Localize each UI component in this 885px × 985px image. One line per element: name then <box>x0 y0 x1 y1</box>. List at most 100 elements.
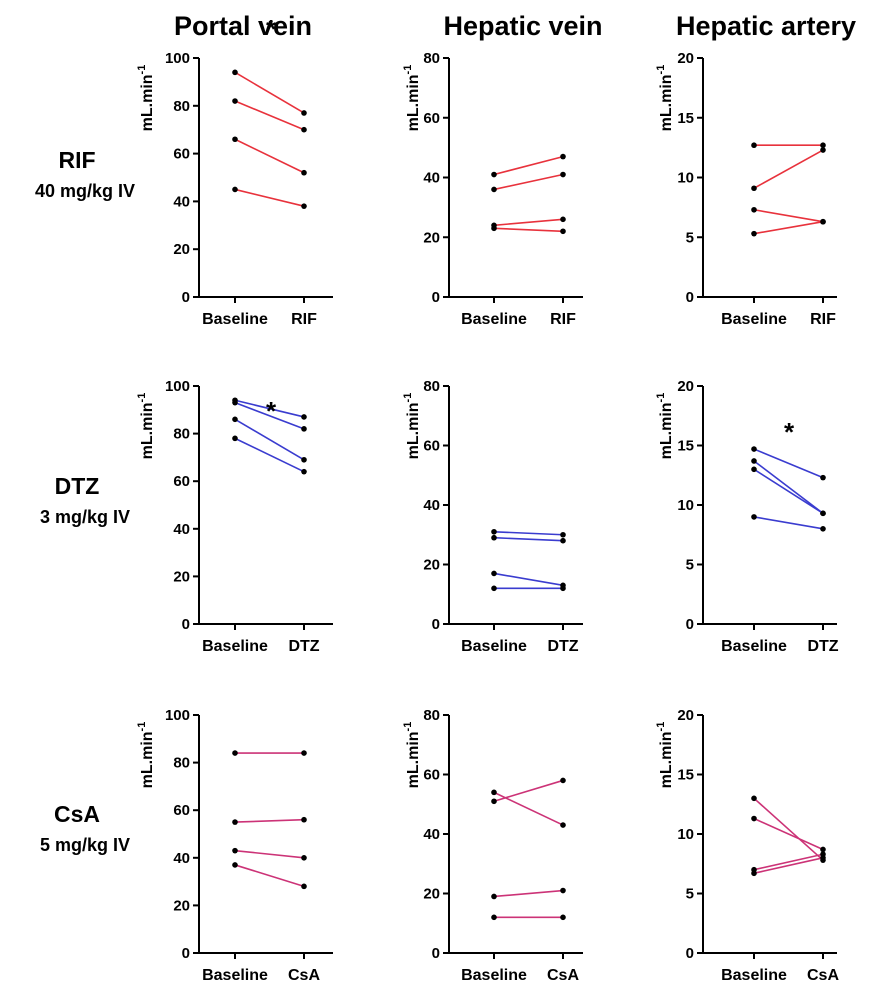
panel-dtz-2: 0 5 10 15 20 Baseline DTZ mL.min-1 * <box>655 378 839 655</box>
y-tick-label: 60 <box>173 802 190 819</box>
x-tick-label: RIF <box>291 311 317 328</box>
x-tick-label: DTZ <box>807 638 838 655</box>
data-point <box>232 186 238 193</box>
y-tick-label: 80 <box>423 378 440 395</box>
y-tick-label: 0 <box>182 945 190 962</box>
y-tick-label: 20 <box>423 886 440 903</box>
y-tick-label: 0 <box>182 289 190 306</box>
y-axis-label: mL.min-1 <box>655 722 675 789</box>
y-tick-label: 0 <box>182 616 190 633</box>
data-point <box>751 185 757 192</box>
y-tick-label: 5 <box>686 229 694 246</box>
y-tick-label: 20 <box>423 557 440 574</box>
y-tick-label: 40 <box>423 497 440 514</box>
series-line-3 <box>753 516 824 530</box>
data-point <box>560 777 566 784</box>
y-tick-label: 80 <box>423 50 440 67</box>
y-tick-label: 40 <box>423 170 440 187</box>
y-tick-label: 10 <box>677 497 694 514</box>
data-point <box>301 203 307 209</box>
x-tick-label: DTZ <box>547 638 578 655</box>
x-tick-label: CsA <box>547 967 579 984</box>
data-point <box>820 142 826 149</box>
data-point <box>491 570 497 577</box>
data-point <box>820 846 826 853</box>
y-tick-label: 0 <box>686 289 694 306</box>
data-point <box>301 426 307 432</box>
data-point <box>301 169 307 176</box>
data-point <box>232 847 238 854</box>
y-tick-label: 15 <box>677 438 694 455</box>
data-point <box>751 446 757 452</box>
data-point <box>751 458 757 464</box>
row-drug-label-rif: RIF <box>58 147 95 173</box>
y-axis-label: mL.min-1 <box>655 393 675 460</box>
y-tick-label: 100 <box>165 378 190 395</box>
y-tick-label: 60 <box>173 473 190 490</box>
data-point <box>751 514 757 520</box>
y-axis-label: mL.min-1 <box>136 393 156 460</box>
panel-rif-1: 0 20 40 60 80 Baseline RIF mL.min-1 <box>402 50 583 328</box>
y-tick-label: 80 <box>173 755 190 772</box>
series-line-0 <box>234 399 305 418</box>
y-tick-label: 40 <box>423 826 440 843</box>
data-point <box>751 206 757 213</box>
series-line-2 <box>753 208 824 223</box>
series-line-1 <box>234 818 305 823</box>
y-tick-label: 5 <box>686 886 694 903</box>
series-line-1 <box>493 779 564 803</box>
data-point <box>301 414 307 420</box>
series-line-3 <box>234 864 305 888</box>
x-tick-label: Baseline <box>202 311 268 328</box>
data-point <box>751 466 757 473</box>
y-tick-label: 100 <box>165 707 190 724</box>
row-drug-label-dtz: DTZ <box>55 473 100 499</box>
series-line-0 <box>753 448 824 479</box>
data-point <box>751 795 757 802</box>
data-point <box>491 893 497 900</box>
data-point <box>232 136 238 143</box>
y-axis-label: mL.min-1 <box>402 722 422 789</box>
series-line-2 <box>234 849 305 859</box>
series-line-1 <box>753 149 824 189</box>
data-point <box>820 218 826 225</box>
x-tick-label: Baseline <box>721 638 787 655</box>
series-line-2 <box>753 468 824 515</box>
data-point <box>560 914 566 921</box>
y-axis-label: mL.min-1 <box>402 393 422 460</box>
y-tick-label: 80 <box>423 707 440 724</box>
data-point <box>491 225 497 232</box>
series-line-2 <box>493 572 564 587</box>
y-tick-label: 20 <box>423 229 440 246</box>
data-point <box>232 862 238 868</box>
row-drug-label-csa: CsA <box>54 801 100 827</box>
data-point <box>301 456 307 463</box>
data-point <box>820 147 826 153</box>
x-tick-label: Baseline <box>461 311 527 328</box>
series-line-2 <box>234 418 305 461</box>
data-point <box>301 126 307 133</box>
column-title-0: Portal vein <box>174 11 312 41</box>
y-tick-label: 0 <box>432 945 440 962</box>
x-tick-label: Baseline <box>461 967 527 984</box>
data-point <box>751 815 757 822</box>
x-tick-label: Baseline <box>202 638 268 655</box>
data-point <box>301 468 307 475</box>
y-tick-label: 0 <box>686 945 694 962</box>
series-line-1 <box>493 173 564 191</box>
series-line-2 <box>493 218 564 227</box>
series-line-2 <box>234 138 305 174</box>
data-point <box>232 750 238 756</box>
y-tick-label: 10 <box>677 826 694 843</box>
data-point <box>560 585 566 592</box>
data-point <box>751 870 757 877</box>
y-tick-label: 0 <box>432 289 440 306</box>
series-line-2 <box>493 889 564 898</box>
series-line-1 <box>234 401 305 430</box>
y-tick-label: 40 <box>173 850 190 867</box>
row-dose-label-rif: 40 mg/kg IV <box>35 181 135 201</box>
x-tick-label: Baseline <box>202 967 268 984</box>
data-point <box>560 887 566 894</box>
data-point <box>491 585 497 592</box>
series-line-0 <box>234 71 305 114</box>
